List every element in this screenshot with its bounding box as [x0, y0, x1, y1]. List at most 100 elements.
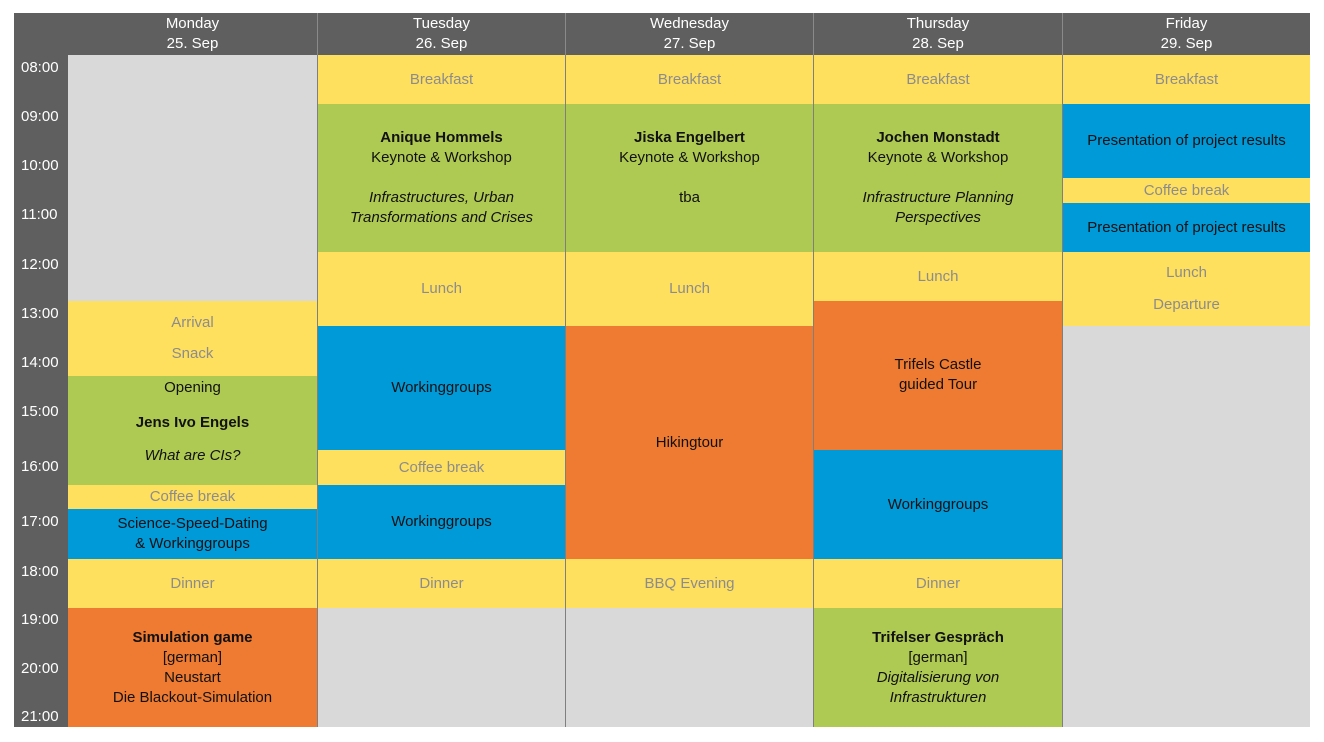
event-title: Breakfast [657, 70, 722, 88]
event-language: [german] [162, 648, 223, 666]
event-title: Opening [164, 379, 221, 396]
event-title: Dinner [419, 574, 464, 592]
event-title: & Workinggroups [135, 535, 250, 552]
keynote-block: Jiska Engelbert Keynote & Workshop tba [566, 104, 813, 252]
time-label: 18:00 [21, 563, 59, 580]
breakfast-block: Breakfast [1063, 55, 1310, 104]
event-title: Science-Speed-Dating [117, 515, 268, 532]
day-header-thursday: Thursday 28. Sep [813, 13, 1062, 55]
event-title: Coffee break [1143, 181, 1230, 199]
time-label: 15:00 [21, 403, 59, 420]
day-date: 26. Sep [415, 35, 468, 52]
event-subtitle: Digitalisierung von [876, 668, 1000, 686]
simulation-game-block: Simulation game [german] Neustart Die Bl… [68, 608, 317, 727]
time-label: 12:00 [21, 256, 59, 273]
event-title: Snack [171, 345, 214, 363]
event-title: Presentation of project results [1087, 132, 1286, 149]
dinner-block: Dinner [68, 559, 317, 608]
time-label: 20:00 [21, 660, 59, 677]
event-title: Workinggroups [887, 495, 989, 513]
keynote-block: Jochen Monstadt Keynote & Workshop Infra… [814, 104, 1062, 252]
event-subtitle: Infrastrukturen [889, 688, 987, 706]
keynote-topic: Perspectives [895, 209, 981, 226]
coffee-break-block: Coffee break [1063, 178, 1310, 203]
time-label: 13:00 [21, 305, 59, 322]
event-title: Trifels Castle [894, 356, 982, 373]
speed-dating-block: Science-Speed-Dating & Workinggroups [68, 509, 317, 559]
event-title: Departure [1153, 295, 1220, 313]
day-date: 27. Sep [663, 35, 716, 52]
time-label: 09:00 [21, 108, 59, 125]
arrival-snack-block: Arrival Snack [68, 301, 317, 376]
coffee-break-block: Coffee break [68, 485, 317, 509]
event-title: Lunch [421, 280, 462, 297]
speaker-name: Anique Hommels [380, 129, 503, 146]
event-subtitle: Neustart [164, 668, 221, 686]
day-header-row: Monday 25. Sep Tuesday 26. Sep Wednesday… [68, 13, 1310, 55]
workinggroups-block: Workinggroups [318, 326, 565, 450]
day-column-tuesday: Breakfast Anique Hommels Keynote & Works… [317, 55, 565, 727]
event-title: Arrival [171, 313, 214, 331]
day-column-thursday: Breakfast Jochen Monstadt Keynote & Work… [813, 55, 1062, 727]
event-title: guided Tour [898, 376, 978, 393]
day-date: 29. Sep [1160, 35, 1213, 52]
event-title: Coffee break [398, 458, 485, 476]
event-title: Dinner [915, 574, 961, 592]
event-title: Lunch [1166, 264, 1207, 282]
dinner-block: Dinner [318, 559, 565, 608]
time-label: 17:00 [21, 513, 59, 530]
event-title: Workinggroups [391, 513, 492, 530]
bbq-block: BBQ Evening [566, 559, 813, 608]
keynote-topic: Infrastructures, Urban [368, 189, 515, 206]
event-title: Lunch [917, 267, 959, 285]
speaker-name: Jochen Monstadt [876, 129, 1000, 146]
day-name: Friday [1165, 15, 1208, 32]
event-title: Breakfast [1154, 70, 1219, 88]
day-name: Monday [165, 15, 220, 32]
event-title: Dinner [170, 574, 215, 592]
event-format: Keynote & Workshop [867, 149, 1009, 166]
event-title: Workinggroups [391, 379, 492, 396]
time-label: 21:00 [21, 708, 59, 725]
event-language: [german] [908, 648, 968, 666]
day-name: Wednesday [650, 15, 729, 32]
coffee-break-block: Coffee break [318, 450, 565, 485]
talk-title: What are CIs? [144, 447, 241, 464]
breakfast-block: Breakfast [566, 55, 813, 104]
event-title: Breakfast [409, 70, 474, 88]
event-title: Simulation game [132, 628, 253, 646]
event-title: Coffee break [149, 488, 236, 505]
time-label: 10:00 [21, 157, 59, 174]
speaker-name: Jiska Engelbert [634, 129, 745, 146]
event-title: BBQ Evening [644, 574, 735, 592]
keynote-topic: Transformations and Crises [349, 209, 534, 226]
event-title: Trifelser Gespräch [872, 628, 1004, 646]
time-label: 19:00 [21, 611, 59, 628]
event-title: Lunch [669, 280, 710, 297]
workinggroups-block: Workinggroups [814, 450, 1062, 559]
breakfast-block: Breakfast [814, 55, 1062, 104]
event-title: Breakfast [906, 70, 970, 88]
keynote-topic: tba [679, 189, 700, 206]
day-header-tuesday: Tuesday 26. Sep [317, 13, 565, 55]
day-header-monday: Monday 25. Sep [68, 13, 317, 55]
lunch-departure-block: Lunch Departure [1063, 252, 1310, 326]
breakfast-block: Breakfast [318, 55, 565, 104]
castle-tour-block: Trifels Castle guided Tour [814, 301, 1062, 450]
lunch-block: Lunch [814, 252, 1062, 301]
opening-block: Opening Jens Ivo Engels What are CIs? [68, 376, 317, 485]
event-subtitle: Die Blackout-Simulation [112, 688, 273, 706]
day-column-monday: Arrival Snack Opening Jens Ivo Engels Wh… [68, 55, 317, 727]
day-name: Tuesday [413, 15, 470, 32]
day-date: 25. Sep [166, 35, 219, 52]
day-date: 28. Sep [912, 35, 964, 52]
keynote-topic: Infrastructure Planning [862, 189, 1014, 206]
lunch-block: Lunch [566, 252, 813, 326]
day-header-wednesday: Wednesday 27. Sep [565, 13, 813, 55]
keynote-block: Anique Hommels Keynote & Workshop Infras… [318, 104, 565, 252]
event-title: Presentation of project results [1087, 218, 1286, 236]
day-column-wednesday: Breakfast Jiska Engelbert Keynote & Work… [565, 55, 813, 727]
hikingtour-block: Hikingtour [566, 326, 813, 559]
speaker-name: Jens Ivo Engels [135, 414, 250, 431]
workinggroups-block: Workinggroups [318, 485, 565, 559]
